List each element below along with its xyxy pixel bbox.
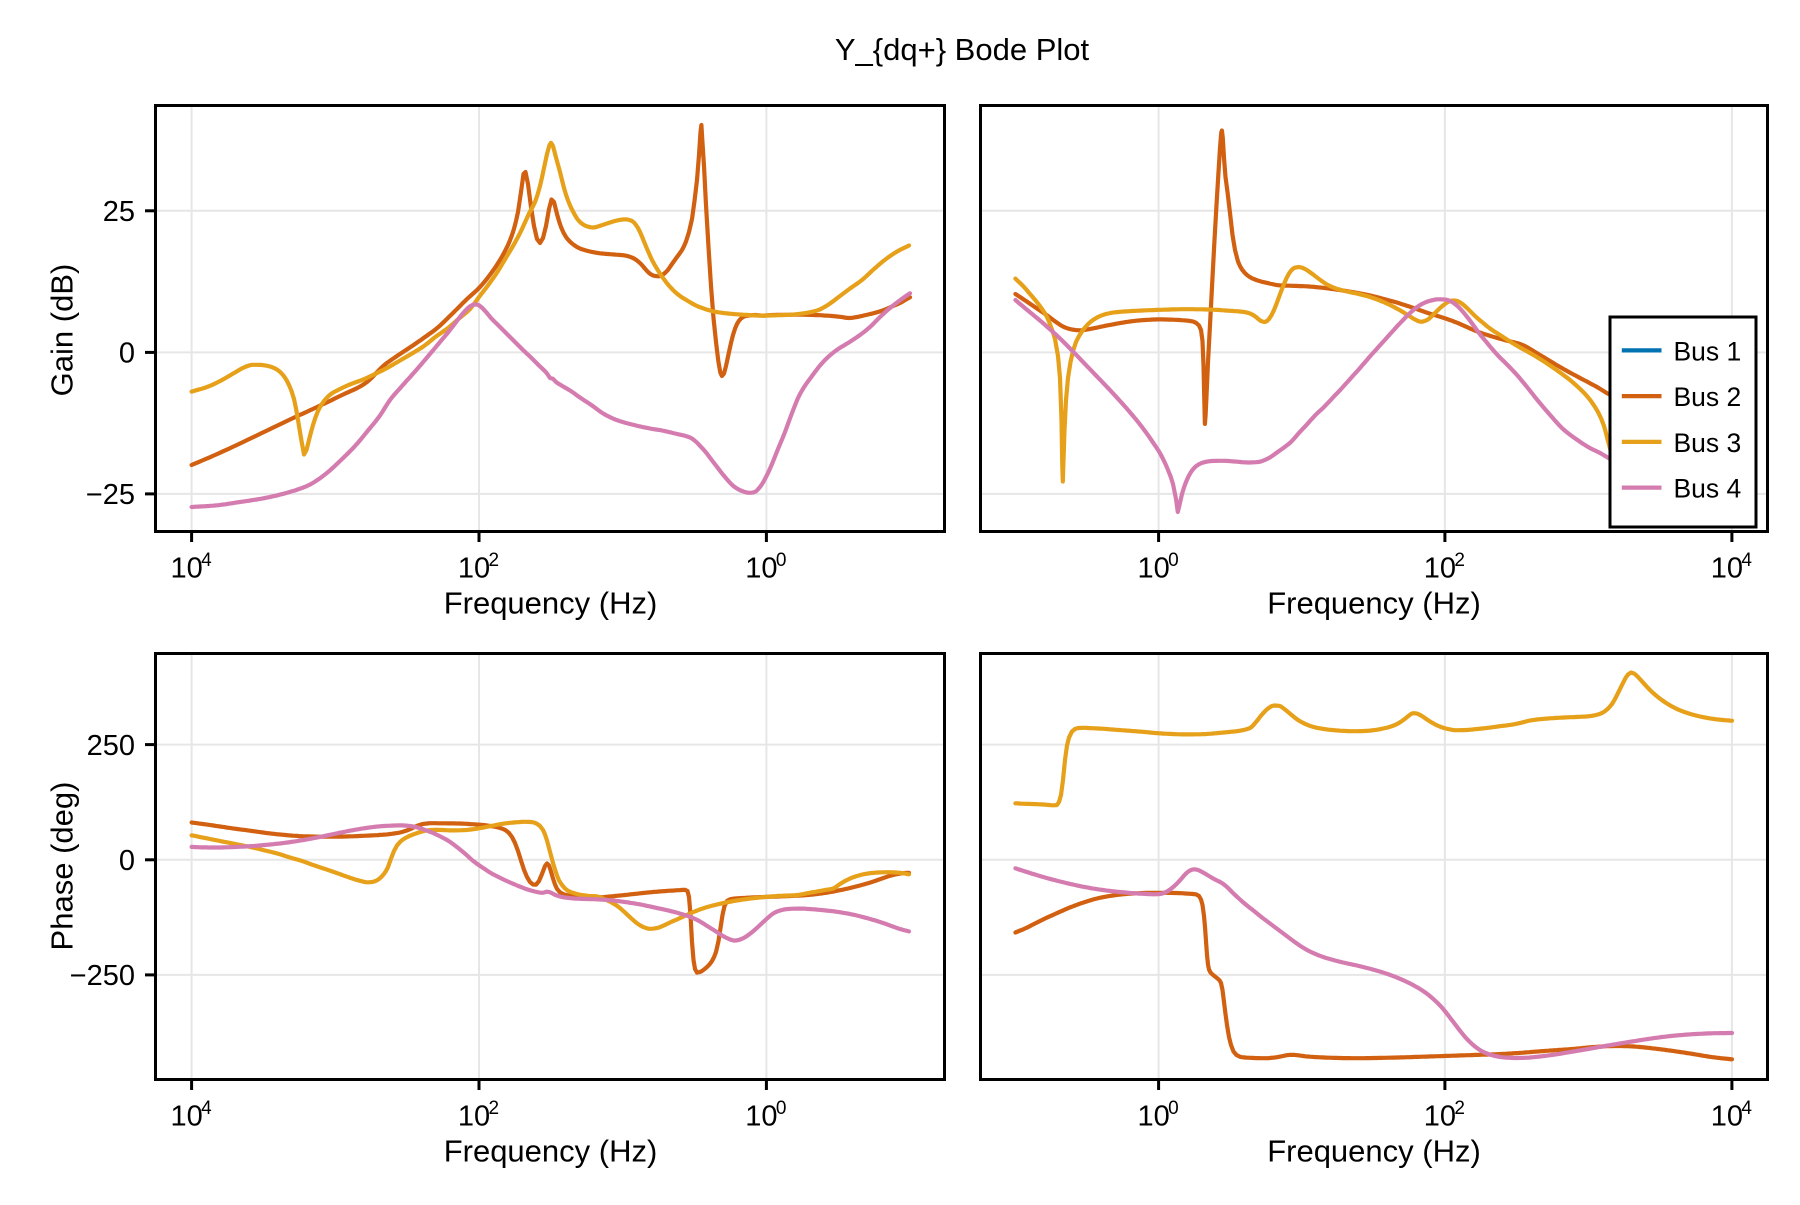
svg-text:10: 10 bbox=[458, 1101, 490, 1133]
svg-text:4: 4 bbox=[201, 550, 212, 571]
svg-text:0: 0 bbox=[119, 338, 135, 370]
svg-text:10: 10 bbox=[1424, 552, 1456, 584]
svg-text:2: 2 bbox=[1454, 550, 1465, 571]
svg-text:4: 4 bbox=[1741, 1098, 1752, 1119]
svg-text:Frequency (Hz): Frequency (Hz) bbox=[1267, 1134, 1481, 1169]
svg-text:Y_{dq+} Bode Plot: Y_{dq+} Bode Plot bbox=[835, 32, 1090, 67]
svg-text:0: 0 bbox=[1168, 1098, 1179, 1119]
svg-text:10: 10 bbox=[745, 552, 777, 584]
svg-text:0: 0 bbox=[1168, 550, 1179, 571]
svg-text:10: 10 bbox=[1424, 1101, 1456, 1133]
svg-text:10: 10 bbox=[170, 552, 202, 584]
svg-text:10: 10 bbox=[458, 552, 490, 584]
svg-text:10: 10 bbox=[170, 1101, 202, 1133]
svg-text:Frequency (Hz): Frequency (Hz) bbox=[444, 586, 658, 621]
svg-text:−250: −250 bbox=[70, 960, 135, 992]
svg-text:Frequency (Hz): Frequency (Hz) bbox=[444, 1134, 658, 1169]
svg-text:10: 10 bbox=[745, 1101, 777, 1133]
svg-text:10: 10 bbox=[1711, 1101, 1743, 1133]
svg-text:−25: −25 bbox=[86, 479, 135, 511]
svg-text:Bus 1: Bus 1 bbox=[1674, 336, 1742, 366]
svg-text:2: 2 bbox=[489, 1098, 500, 1119]
svg-text:Phase (deg): Phase (deg) bbox=[45, 782, 80, 951]
svg-text:25: 25 bbox=[103, 196, 135, 228]
svg-text:2: 2 bbox=[489, 550, 500, 571]
svg-text:0: 0 bbox=[776, 1098, 787, 1119]
svg-text:Bus 4: Bus 4 bbox=[1674, 474, 1742, 504]
svg-text:10: 10 bbox=[1137, 552, 1169, 584]
svg-text:Frequency (Hz): Frequency (Hz) bbox=[1267, 586, 1481, 621]
svg-text:4: 4 bbox=[201, 1098, 212, 1119]
svg-text:Bus 3: Bus 3 bbox=[1674, 428, 1742, 458]
svg-text:0: 0 bbox=[119, 845, 135, 877]
svg-text:Bus 2: Bus 2 bbox=[1674, 382, 1742, 412]
svg-text:0: 0 bbox=[776, 550, 787, 571]
svg-text:250: 250 bbox=[87, 730, 135, 762]
svg-text:4: 4 bbox=[1741, 550, 1752, 571]
svg-text:10: 10 bbox=[1137, 1101, 1169, 1133]
svg-text:2: 2 bbox=[1454, 1098, 1465, 1119]
svg-text:10: 10 bbox=[1711, 552, 1743, 584]
svg-text:Gain (dB): Gain (dB) bbox=[45, 264, 80, 397]
